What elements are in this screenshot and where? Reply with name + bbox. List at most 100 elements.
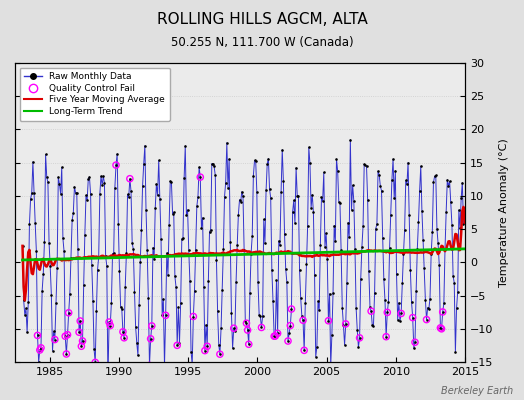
Point (347, 207, 356, 213)
Point (82, 192, 90, 198)
Point (98, 182, 106, 188)
Point (58, 164, 66, 170)
Point (240, 247, 248, 254)
Point (51, 336, 59, 343)
Point (374, 168, 382, 174)
Point (136, 259, 145, 265)
Point (145, 362, 154, 368)
Point (244, 327, 252, 333)
Point (214, 341, 223, 348)
Point (54, 174, 62, 180)
Point (100, 180, 108, 186)
Point (193, 203, 201, 210)
Point (156, 195, 164, 202)
Point (360, 161, 368, 168)
Point (135, 302, 143, 308)
Point (189, 313, 198, 320)
Point (217, 325, 225, 332)
Point (102, 253, 110, 259)
Point (210, 163, 219, 170)
Point (307, 204, 315, 211)
Point (19, 297, 28, 303)
Point (23, 329, 31, 336)
Point (461, 219, 469, 226)
Point (424, 306, 433, 312)
Point (422, 316, 431, 323)
Point (421, 296, 430, 303)
Point (105, 319, 113, 325)
Point (387, 212, 395, 218)
Point (453, 288, 462, 295)
Point (426, 295, 434, 302)
Point (394, 316, 402, 323)
Point (106, 322, 114, 329)
Point (296, 267, 304, 274)
Point (404, 159, 412, 166)
Point (321, 244, 329, 250)
Point (378, 234, 387, 241)
Point (187, 348, 195, 355)
Point (76, 318, 84, 324)
Point (369, 323, 378, 330)
Point (196, 174, 204, 180)
Point (29, 159, 37, 165)
Point (222, 179, 230, 186)
Point (312, 354, 320, 360)
Point (112, 162, 120, 168)
Point (256, 313, 265, 320)
Point (137, 226, 146, 233)
Point (18, 243, 27, 249)
Point (34, 332, 42, 339)
Point (49, 328, 58, 334)
Point (419, 237, 427, 244)
Point (208, 160, 216, 167)
Point (145, 362, 154, 368)
Point (250, 157, 259, 164)
Point (354, 344, 363, 350)
Point (247, 250, 255, 257)
Point (325, 290, 334, 297)
Point (358, 244, 366, 250)
Point (355, 335, 364, 341)
Text: Berkeley Earth: Berkeley Earth (441, 386, 514, 396)
Point (373, 221, 381, 228)
Point (37, 345, 45, 351)
Point (263, 160, 271, 167)
Point (128, 240, 136, 246)
Point (189, 313, 198, 320)
Point (445, 178, 454, 184)
Point (434, 240, 442, 247)
Point (61, 333, 69, 339)
Point (74, 246, 82, 252)
Point (39, 270, 48, 277)
Point (25, 221, 34, 228)
Point (416, 188, 424, 194)
Point (403, 181, 411, 188)
Point (160, 363, 169, 369)
Point (276, 242, 284, 248)
Point (318, 194, 326, 200)
Point (86, 191, 95, 198)
Point (258, 313, 267, 320)
Point (395, 300, 403, 306)
Point (367, 308, 375, 314)
Point (52, 300, 60, 306)
Point (326, 363, 335, 369)
Point (201, 348, 209, 354)
Point (379, 276, 388, 282)
Point (435, 262, 443, 268)
Point (366, 304, 374, 310)
Point (355, 335, 364, 341)
Point (315, 307, 323, 313)
Point (352, 305, 361, 311)
Point (80, 282, 88, 288)
Point (265, 186, 274, 192)
Point (245, 341, 253, 348)
Point (69, 210, 78, 216)
Point (381, 297, 389, 303)
Point (113, 151, 122, 157)
Point (342, 321, 350, 327)
Point (32, 248, 40, 254)
Point (303, 223, 312, 229)
Point (107, 300, 116, 306)
